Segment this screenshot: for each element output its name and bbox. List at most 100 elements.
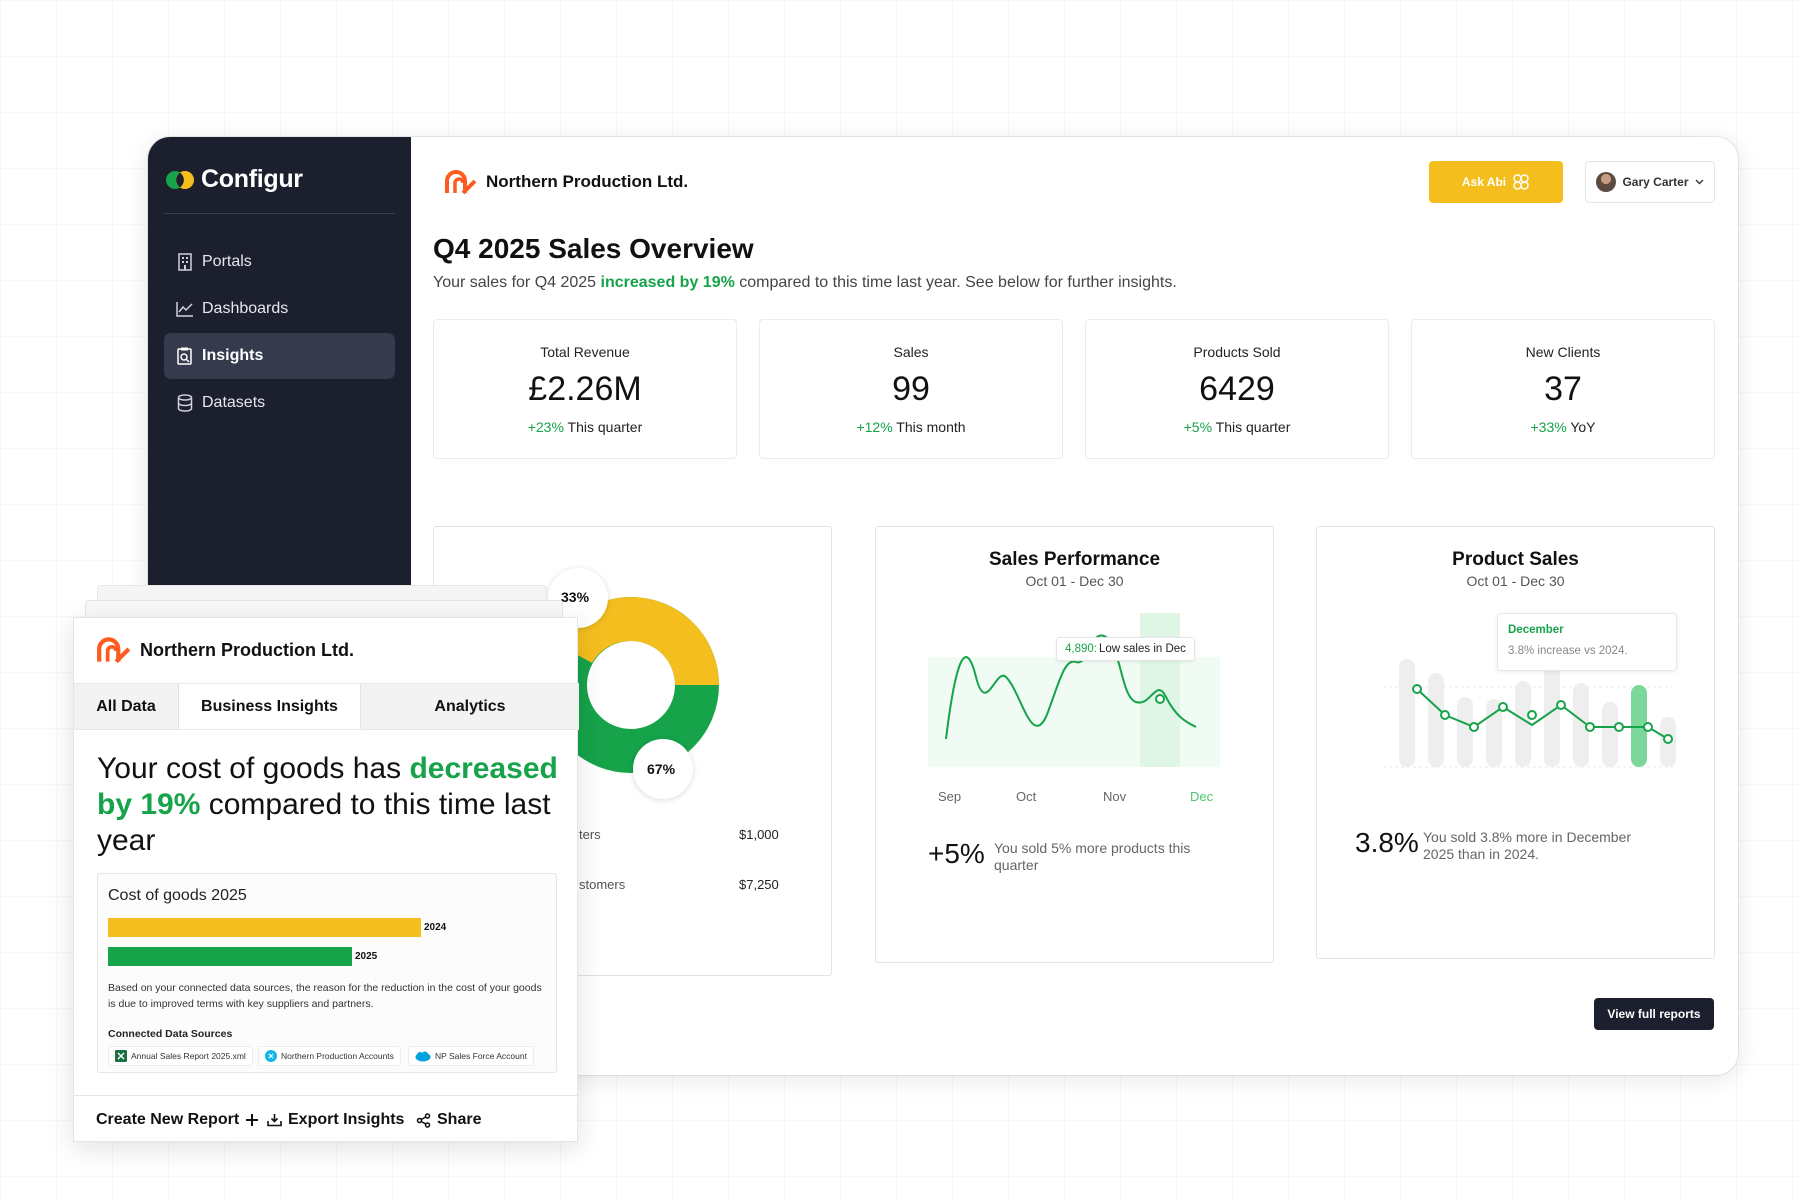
kpi-change: +23% This quarter [527,419,643,435]
sidebar-item-insights[interactable]: Insights [164,333,395,379]
page-subtitle: Your sales for Q4 2025 increased by 19% … [433,274,1177,291]
x-axis-label: Dec [1190,789,1214,804]
data-source-chip[interactable]: Northern Production Accounts [258,1046,401,1066]
kpi-value: £2.26M [528,370,642,408]
cost-of-goods-box: Cost of goods 2025 2024 2025 Based on yo… [97,873,557,1073]
legend-row-value: $7,250 [739,877,779,892]
kpi-change: +12% This month [856,419,966,435]
northern-production-logo-icon [97,637,131,664]
sales-line-chart [928,613,1220,767]
user-name: Gary Carter [1622,175,1689,189]
legend-row-label: stomers [579,877,626,892]
sidebar-item-portals[interactable]: Portals [164,239,395,285]
cog-bar-label: 2025 [355,951,378,962]
share-icon [416,1112,431,1128]
legend-row-label: ters [579,827,601,842]
product-bar [1515,681,1531,767]
legend-row-value: $1,000 [739,827,779,842]
product-caption: You sold 3.8% more in December 2025 than… [1423,829,1632,862]
dashboard-window: Configur Portals Dashboards Insights [148,137,1738,1075]
cog-explanation: Based on your connected data sources, th… [108,982,542,1010]
sales-series-line [945,634,1197,740]
kpi-label: Sales [893,344,929,360]
xero-icon [265,1050,277,1062]
kpi-label: New Clients [1525,344,1601,360]
cog-bar-label: 2024 [424,922,447,933]
product-bar [1399,659,1415,767]
card-title: Sales Performance [988,549,1161,570]
insight-headline: Your cost of goods has decreased by 19% … [97,752,558,857]
x-axis-label: Nov [1103,789,1127,804]
sidebar-item-datasets[interactable]: Datasets [164,380,395,426]
export-insights-button[interactable]: Export Insights [267,1111,404,1129]
kpi-label: Products Sold [1193,344,1281,360]
tab-analytics[interactable]: Analytics [434,697,506,715]
donut-label-67: 67% [647,761,676,777]
sales-performance-card: Sales Performance Oct 01 - Dec 30 4,890:… [875,526,1274,963]
product-series-line [1416,688,1669,740]
northern-production-logo-icon [445,170,477,195]
share-button[interactable]: Share [416,1111,481,1129]
sidebar-item-label: Dashboards [202,300,289,317]
connected-sources-title: Connected Data Sources [108,1028,233,1040]
sidebar-item-label: Portals [202,253,252,270]
tooltip-text: 3.8% increase vs 2024. [1508,645,1628,657]
kpi-change: +33% YoY [1530,419,1596,435]
sidebar-item-label: Datasets [202,394,266,411]
x-axis-label: Sep [938,789,962,804]
database-icon [176,394,194,412]
kpi-new-clients: New Clients 37 +33% YoY [1411,319,1715,459]
clipboard-search-icon [176,347,194,365]
panel-company-header: Northern Production Ltd. [96,636,354,664]
kpi-total-revenue: Total Revenue £2.26M +23% This quarter [433,319,737,459]
chart-line-icon [176,300,194,318]
kpi-value: 37 [1544,370,1582,408]
kpi-products-sold: Products Sold 6429 +5% This quarter [1085,319,1389,459]
cog-title: Cost of goods 2025 [108,887,247,904]
flower-icon [1513,174,1529,190]
data-source-chip[interactable]: Annual Sales Report 2025.xml [108,1046,253,1066]
kpi-value: 6429 [1199,370,1275,408]
data-source-chip[interactable]: NP Sales Force Account [408,1046,534,1066]
kpi-value: 99 [892,370,930,408]
tab-business-insights[interactable]: Business Insights [179,684,361,729]
insights-panel: Northern Production Ltd. All Data Busine… [73,617,579,1142]
x-axis-label: Oct [1016,789,1037,804]
avatar [1596,172,1617,192]
product-bar [1602,702,1618,767]
card-title: Product Sales [1452,549,1579,570]
sales-caption: You sold 5% more products this quarter [994,840,1191,873]
sales-big-stat: +5% [928,838,985,869]
ask-abi-label: Ask Abi [1461,175,1507,189]
product-bar [1428,673,1444,767]
subtitle-highlight: increased by 19% [600,274,735,291]
product-tooltip: December 3.8% increase vs 2024. [1497,613,1677,671]
product-sales-chart [1383,659,1676,768]
card-date-range: Oct 01 - Dec 30 [1466,573,1565,589]
product-bar [1544,663,1560,767]
card-date-range: Oct 01 - Dec 30 [1025,573,1124,589]
cog-bar-2024 [108,918,421,937]
create-new-report-button[interactable]: Create New Report [96,1111,259,1129]
ask-abi-button[interactable]: Ask Abi [1429,161,1563,203]
company-header: Northern Production Ltd. [444,169,688,195]
download-icon [267,1114,282,1127]
kpi-sales: Sales 99 +12% This month [759,319,1063,459]
brand-name: Configur [201,165,303,193]
sidebar-item-dashboards[interactable]: Dashboards [164,286,395,332]
building-icon [176,253,194,271]
brand-logo[interactable]: Configur [165,165,303,194]
panel-tabs: All Data Business Insights Analytics [74,683,579,730]
donut-label-33: 33% [561,589,590,605]
kpi-change: +5% This quarter [1183,419,1291,435]
view-full-reports-button[interactable]: View full reports [1594,998,1714,1030]
tab-all-data[interactable]: All Data [74,684,179,729]
configur-logo-icon [166,170,194,189]
tooltip-title: December [1508,624,1564,636]
product-sales-card: Product Sales Oct 01 - Dec 30 [1316,526,1715,959]
user-menu[interactable]: Gary Carter [1585,161,1715,203]
headline-highlight: decreased by 19% [97,752,558,821]
sales-tooltip: 4,890: Low sales in Dec [1056,637,1195,661]
chevron-down-icon [1695,179,1704,185]
salesforce-cloud-icon [415,1051,431,1061]
